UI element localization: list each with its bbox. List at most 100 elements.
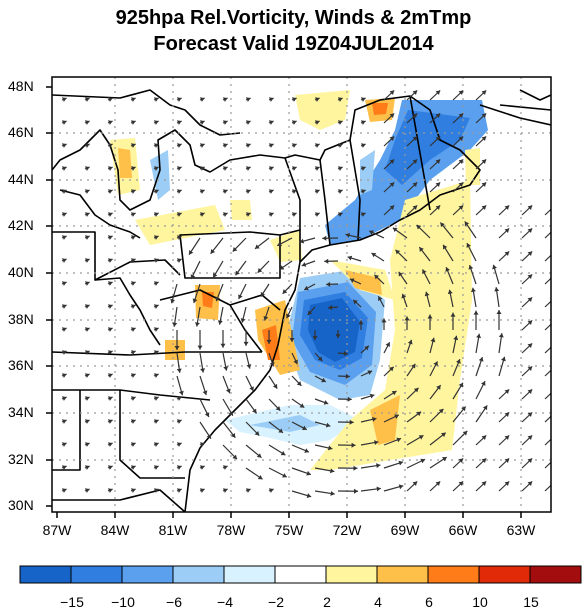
wind-arrowhead: [291, 189, 297, 194]
wind-arrowhead: [84, 258, 90, 263]
wind-arrowhead: [268, 212, 274, 217]
wind-arrowhead: [358, 320, 364, 325]
colorbar-swatch: [325, 565, 378, 584]
wind-arrowhead: [398, 460, 404, 466]
wind-arrowhead: [527, 297, 533, 302]
wind-arrowhead: [420, 458, 425, 464]
colorbar-swatch: [19, 565, 72, 584]
wind-arrowhead: [107, 143, 113, 148]
wind-arrowhead: [443, 244, 448, 250]
wind-arrowhead: [176, 465, 182, 470]
wind-arrowhead: [337, 166, 343, 171]
wind-arrowhead: [210, 249, 216, 254]
wind-arrow: [544, 277, 551, 285]
wind-arrowhead: [199, 488, 205, 493]
wind-arrowhead: [395, 249, 401, 255]
wind-arrowhead: [496, 310, 502, 314]
wind-arrowhead: [176, 166, 182, 171]
wind-arrowhead: [199, 442, 205, 447]
colorbar-swatch: [427, 565, 480, 584]
wind-arrowhead: [441, 432, 446, 438]
wind-arrowhead: [61, 258, 67, 263]
wind-arrowhead: [153, 488, 159, 493]
wind-arrowhead: [61, 97, 67, 102]
lat-label: 32N: [8, 451, 34, 467]
wind-arrowhead: [245, 120, 251, 125]
wind-arrowhead: [412, 159, 418, 164]
lon-label: 87W: [42, 522, 72, 538]
wind-arrowhead: [130, 465, 136, 470]
wind-arrowhead: [504, 389, 510, 394]
wind-arrowhead: [176, 235, 182, 240]
wind-arrowhead: [176, 97, 182, 102]
wind-arrowhead: [430, 337, 436, 343]
wind-arrowhead: [411, 363, 416, 369]
wind-arrowhead: [222, 120, 228, 125]
wind-arrowhead: [433, 361, 438, 367]
lon-label: 66W: [448, 522, 478, 538]
wind-arrowhead: [389, 182, 395, 187]
wind-arrowhead: [376, 463, 381, 469]
wind-arrowhead: [360, 212, 366, 217]
wind-arrowhead: [458, 113, 464, 118]
wind-arrowhead: [458, 136, 464, 141]
wind-arrowhead: [527, 274, 533, 279]
wind-arrowhead: [412, 113, 418, 118]
wind-arrowhead: [314, 143, 320, 148]
wind-arrowhead: [61, 350, 67, 355]
wind-arrowhead: [84, 396, 90, 401]
wind-arrow: [544, 300, 551, 308]
wind-arrowhead: [360, 120, 366, 125]
colorbar-swatch: [274, 565, 327, 584]
wind-arrowhead: [199, 189, 205, 194]
wind-arrowhead: [461, 406, 466, 412]
wind-arrowhead: [291, 97, 297, 102]
wind-arrowhead: [317, 356, 323, 361]
wind-arrowhead: [153, 189, 159, 194]
wind-arrowhead: [153, 396, 159, 401]
wind-arrowhead: [481, 113, 487, 118]
wind-arrowhead: [228, 410, 233, 416]
wind-arrowhead: [61, 396, 67, 401]
wind-arrowhead: [407, 339, 413, 345]
wind-arrowhead: [61, 281, 67, 286]
wind-arrowhead: [107, 396, 113, 401]
wind-arrowhead: [335, 334, 341, 339]
wind-arrowhead: [323, 400, 329, 405]
wind-arrowhead: [389, 113, 395, 118]
wind-arrowhead: [153, 258, 159, 263]
lat-label: 42N: [8, 217, 34, 233]
wind-arrowhead: [84, 143, 90, 148]
wind-arrowhead: [194, 322, 200, 327]
wind-arrowhead: [360, 143, 366, 148]
wind-arrowhead: [481, 381, 486, 386]
wind-arrowhead: [61, 120, 67, 125]
wind-arrowhead: [427, 314, 433, 319]
wind-arrowhead: [435, 90, 441, 95]
lat-label: 46N: [8, 124, 34, 140]
wind-arrowhead: [412, 90, 418, 95]
wind-arrowhead: [107, 442, 113, 447]
colorbar-label: −10: [111, 594, 135, 610]
wind-arrowhead: [84, 419, 90, 424]
wind-arrowhead: [257, 268, 263, 273]
lat-label: 38N: [8, 311, 34, 327]
wind-arrowhead: [391, 391, 397, 396]
wind-arrowhead: [392, 227, 398, 233]
wind-arrow: [544, 208, 551, 216]
lon-label: 63W: [506, 522, 536, 538]
wind-arrowhead: [436, 385, 441, 390]
wind-arrowhead: [343, 351, 348, 357]
wind-arrowhead: [202, 390, 208, 396]
wind-arrowhead: [481, 90, 487, 95]
colorbar-label: −15: [60, 594, 84, 610]
wind-arrowhead: [260, 291, 266, 297]
wind-arrowhead: [245, 488, 251, 493]
wind-arrowhead: [280, 450, 286, 456]
map-frame: [51, 76, 552, 513]
wind-arrowhead: [364, 345, 369, 351]
wind-arrowhead: [277, 241, 282, 247]
wind-arrowhead: [176, 189, 182, 194]
wind-arrowhead: [293, 359, 298, 365]
colorbar-label: 2: [323, 594, 331, 610]
